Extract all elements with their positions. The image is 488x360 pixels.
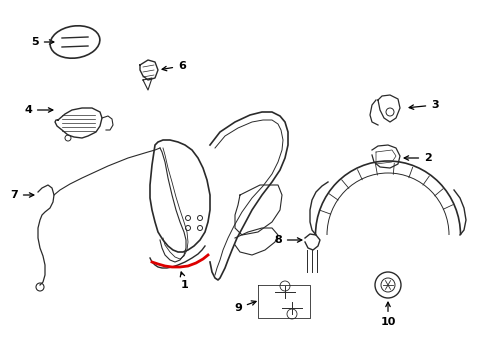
Text: 1: 1: [180, 272, 188, 290]
Text: 4: 4: [24, 105, 53, 115]
Text: 3: 3: [408, 100, 438, 110]
Text: 9: 9: [234, 301, 256, 313]
Text: 7: 7: [10, 190, 34, 200]
Text: 5: 5: [31, 37, 54, 47]
Text: 2: 2: [404, 153, 431, 163]
Text: 8: 8: [274, 235, 301, 245]
Text: 6: 6: [162, 61, 185, 71]
Text: 10: 10: [380, 302, 395, 327]
